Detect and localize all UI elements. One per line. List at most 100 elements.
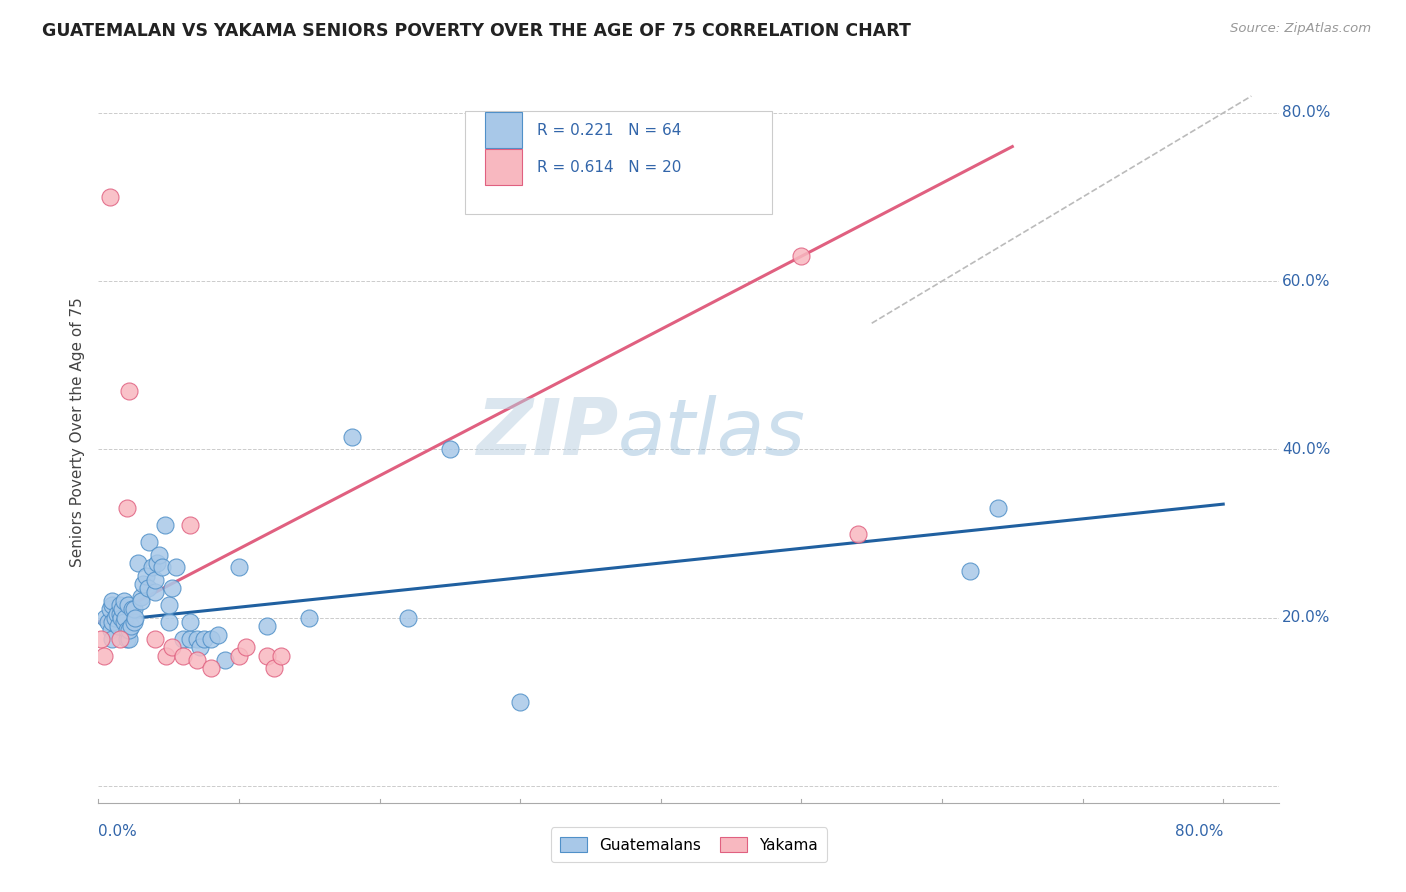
Point — [157, 615, 180, 629]
Point — [108, 598, 131, 612]
Point — [122, 602, 145, 616]
Point — [100, 624, 122, 638]
Text: 20.0%: 20.0% — [1282, 610, 1330, 625]
Point — [298, 610, 321, 624]
FancyBboxPatch shape — [464, 111, 772, 214]
Point — [105, 607, 128, 621]
Point — [148, 548, 170, 562]
Text: R = 0.221   N = 64: R = 0.221 N = 64 — [537, 123, 681, 138]
Point — [155, 648, 177, 663]
Text: 60.0%: 60.0% — [1282, 274, 1330, 289]
Legend: Guatemalans, Yakama: Guatemalans, Yakama — [551, 828, 827, 862]
Point — [112, 594, 135, 608]
Point — [101, 598, 124, 612]
Text: GUATEMALAN VS YAKAMA SENIORS POVERTY OVER THE AGE OF 75 CORRELATION CHART: GUATEMALAN VS YAKAMA SENIORS POVERTY OVE… — [42, 22, 911, 40]
Text: 80.0%: 80.0% — [1282, 105, 1330, 120]
Point — [396, 610, 419, 624]
Point — [115, 624, 138, 638]
Point — [193, 632, 215, 646]
Text: Source: ZipAtlas.com: Source: ZipAtlas.com — [1230, 22, 1371, 36]
Point — [129, 590, 152, 604]
Point — [114, 610, 136, 624]
Point — [127, 556, 149, 570]
Point — [186, 653, 208, 667]
Point — [143, 585, 166, 599]
Text: ZIP: ZIP — [475, 394, 619, 471]
Point — [207, 627, 229, 641]
Point — [214, 653, 236, 667]
Point — [101, 632, 124, 646]
Point — [115, 632, 138, 646]
Point — [98, 190, 121, 204]
Point — [118, 384, 141, 398]
Point — [160, 581, 183, 595]
Text: R = 0.614   N = 20: R = 0.614 N = 20 — [537, 160, 681, 175]
Point — [200, 632, 222, 646]
Point — [118, 632, 141, 646]
Point — [141, 560, 163, 574]
Point — [228, 648, 250, 663]
Point — [120, 619, 142, 633]
Text: 0.0%: 0.0% — [98, 824, 138, 838]
Point — [110, 610, 132, 624]
Point — [172, 648, 194, 663]
Point — [107, 619, 129, 633]
Point — [138, 535, 160, 549]
Point — [179, 615, 201, 629]
Point — [179, 632, 201, 646]
Point — [135, 568, 157, 582]
Point — [439, 442, 461, 457]
Point — [98, 602, 121, 616]
Point — [143, 632, 166, 646]
Point — [101, 615, 124, 629]
Point — [200, 661, 222, 675]
Text: atlas: atlas — [619, 394, 806, 471]
Point — [101, 594, 124, 608]
Point — [270, 648, 292, 663]
Point — [132, 577, 155, 591]
Point — [235, 640, 257, 655]
Point — [108, 632, 131, 646]
Point — [112, 615, 135, 629]
Point — [124, 610, 146, 624]
Point — [104, 610, 127, 624]
Point — [122, 615, 145, 629]
Point — [959, 565, 981, 579]
Point — [94, 610, 117, 624]
Point — [186, 632, 208, 646]
Text: 80.0%: 80.0% — [1175, 824, 1223, 838]
Point — [846, 526, 869, 541]
Point — [93, 648, 115, 663]
Point — [228, 560, 250, 574]
Point — [136, 581, 159, 595]
Point — [256, 648, 278, 663]
Point — [172, 632, 194, 646]
Point — [115, 501, 138, 516]
Point — [179, 518, 201, 533]
Point — [118, 624, 141, 638]
Point — [121, 602, 143, 616]
Text: 40.0%: 40.0% — [1282, 442, 1330, 457]
Point — [509, 695, 531, 709]
Point — [150, 560, 173, 574]
Point — [157, 598, 180, 612]
Bar — [485, 149, 523, 185]
Point — [129, 594, 152, 608]
Point — [256, 619, 278, 633]
Point — [153, 518, 176, 533]
Point — [790, 249, 813, 263]
Point — [108, 607, 131, 621]
Point — [97, 615, 120, 629]
Point — [987, 501, 1010, 516]
Point — [263, 661, 285, 675]
Point — [340, 430, 363, 444]
Point — [146, 556, 169, 570]
Point — [165, 560, 187, 574]
Point — [111, 602, 134, 616]
Point — [90, 632, 112, 646]
Point — [160, 640, 183, 655]
Bar — [485, 112, 523, 147]
Y-axis label: Seniors Poverty Over the Age of 75: Seniors Poverty Over the Age of 75 — [69, 298, 84, 567]
Point — [188, 640, 211, 655]
Point — [117, 598, 139, 612]
